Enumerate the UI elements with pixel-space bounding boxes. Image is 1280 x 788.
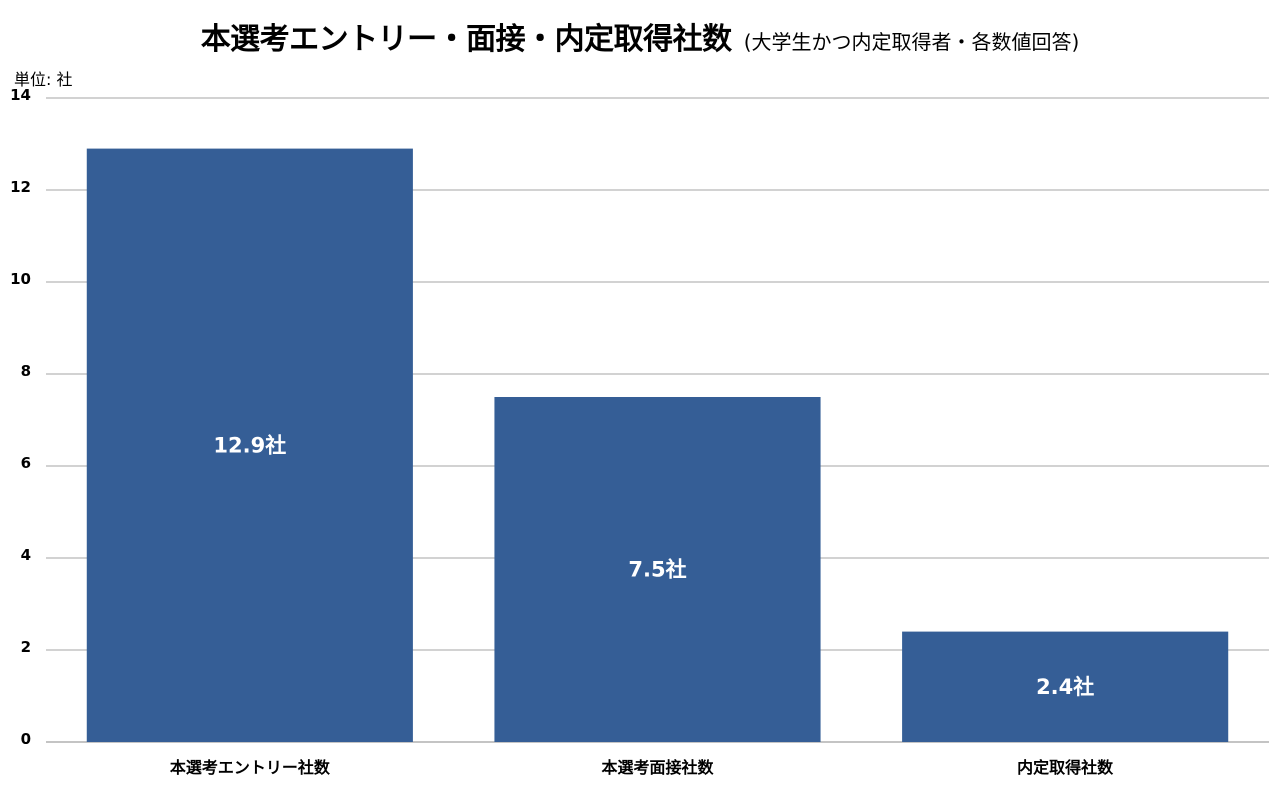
y-tick-label: 12 bbox=[10, 178, 31, 196]
y-tick-label: 10 bbox=[10, 270, 31, 288]
bar-data-label: 7.5社 bbox=[628, 558, 686, 582]
y-tick-label: 2 bbox=[21, 638, 31, 656]
bar bbox=[902, 631, 1229, 742]
bars: 12.9社 7.5社 2.4社 bbox=[86, 148, 1229, 743]
y-tick-label: 0 bbox=[21, 730, 31, 748]
bar bbox=[494, 397, 821, 742]
x-category-label: 本選考エントリー社数 bbox=[170, 758, 331, 777]
x-category-label: 本選考面接社数 bbox=[601, 758, 714, 777]
chart-title-block: 本選考エントリー・面接・内定取得社数 (大学生かつ内定取得者・各数値回答) bbox=[0, 14, 1280, 58]
y-tick-label: 14 bbox=[10, 86, 31, 104]
bar-data-label: 12.9社 bbox=[213, 433, 286, 457]
x-axis-categories: 本選考エントリー社数 本選考面接社数 内定取得社数 bbox=[170, 758, 1114, 777]
y-tick-label: 6 bbox=[21, 454, 31, 472]
x-category-label: 内定取得社数 bbox=[1017, 758, 1114, 777]
y-tick-label: 4 bbox=[21, 546, 31, 564]
chart-subtitle: (大学生かつ内定取得者・各数値回答) bbox=[743, 30, 1080, 54]
chart-title: 本選考エントリー・面接・内定取得社数 bbox=[200, 22, 733, 57]
bar bbox=[86, 148, 413, 743]
y-axis-unit-label: 単位: 社 bbox=[14, 70, 73, 89]
y-axis-ticks: 0 2 4 6 8 10 12 14 bbox=[10, 86, 31, 748]
bar-data-label: 2.4社 bbox=[1036, 675, 1094, 699]
y-tick-label: 8 bbox=[21, 362, 31, 380]
